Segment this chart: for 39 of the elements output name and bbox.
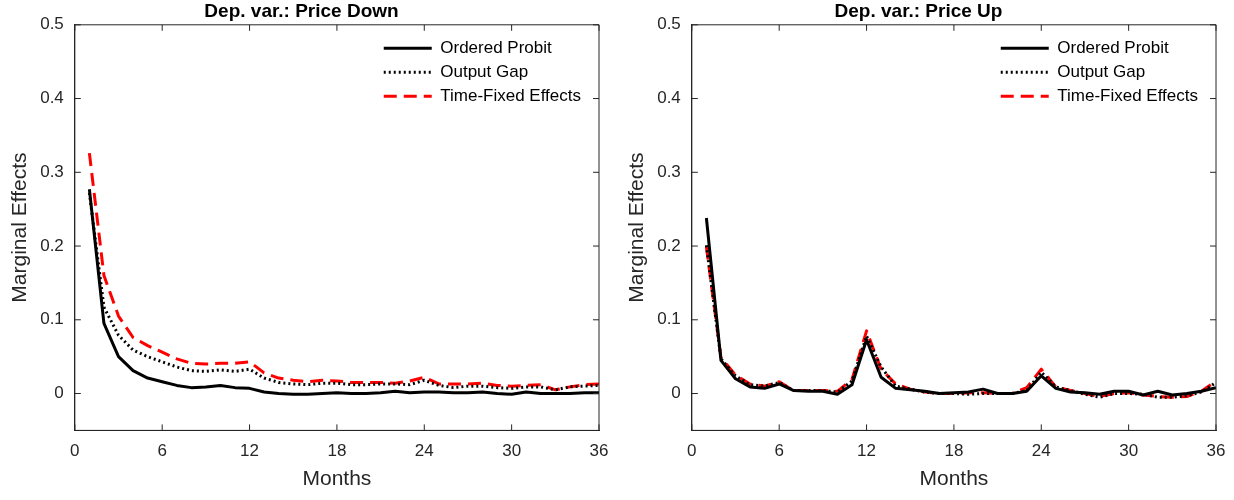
y-tick-label: 0.1 [40, 309, 64, 329]
chart-title: Dep. var.: Price Down [204, 0, 399, 21]
x-tick-label: 12 [240, 441, 260, 461]
line-series [87, 151, 599, 392]
y-tick-label: 0.2 [657, 235, 681, 255]
y-tick-label: 0.4 [657, 88, 681, 108]
x-tick-label: 0 [70, 441, 80, 461]
x-tick-label: 24 [414, 441, 434, 461]
x-axis-title: Months [302, 466, 372, 490]
legend-label: Output Gap [1057, 61, 1146, 81]
x-tick-label: 12 [857, 441, 877, 461]
y-tick-label: 0.5 [657, 14, 681, 34]
x-tick-label: 18 [944, 441, 964, 461]
x-tick-label: 6 [157, 441, 167, 461]
x-tick-label: 30 [502, 441, 522, 461]
x-tick-label: 36 [1206, 441, 1226, 461]
y-tick-label: 0 [54, 383, 64, 403]
chart-title: Dep. var.: Price Up [834, 0, 1003, 21]
y-tick-label: 0.2 [40, 235, 64, 255]
y-axis-title: Marginal Effects [7, 152, 31, 303]
y-tick-label: 0.3 [40, 161, 64, 181]
legend-label: Ordered Probit [1057, 37, 1170, 57]
x-tick-label: 18 [327, 441, 347, 461]
x-tick-label: 24 [1031, 441, 1051, 461]
x-tick-label: 6 [774, 441, 784, 461]
y-axis-title: Marginal Effects [624, 152, 648, 303]
x-axis-title: Months [919, 466, 989, 490]
y-tick-label: 0 [671, 383, 681, 403]
x-tick-label: 0 [687, 441, 697, 461]
x-tick-label: 36 [589, 441, 609, 461]
y-tick-label: 0.4 [40, 88, 64, 108]
legend-label: Ordered Probit [440, 37, 553, 57]
legend-label: Output Gap [440, 61, 529, 81]
legend-label: Time-Fixed Effects [440, 85, 582, 105]
y-tick-label: 0.1 [657, 309, 681, 329]
x-tick-label: 30 [1119, 441, 1139, 461]
y-tick-label: 0.3 [657, 161, 681, 181]
y-tick-label: 0.5 [40, 14, 64, 34]
legend-label: Time-Fixed Effects [1057, 85, 1199, 105]
